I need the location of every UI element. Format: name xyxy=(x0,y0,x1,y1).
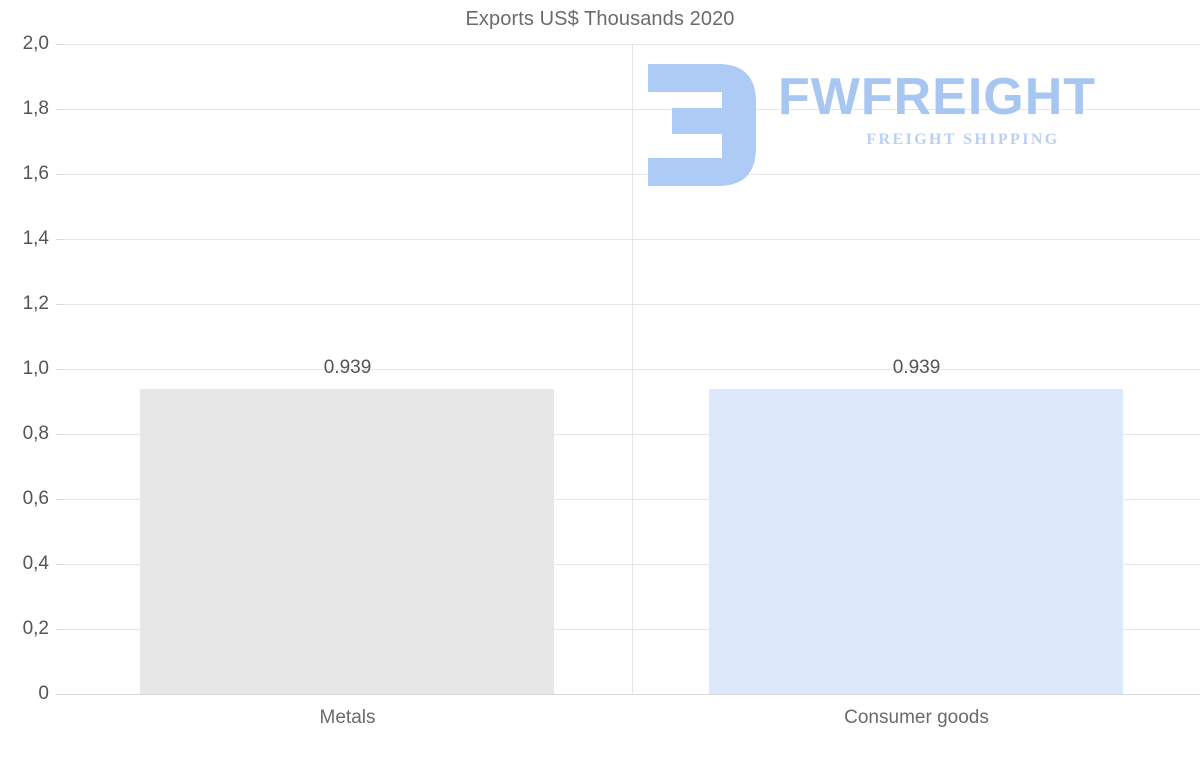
y-axis-tick-label: 1,4 xyxy=(22,228,49,249)
y-axis-tick-label: 1,8 xyxy=(22,98,49,119)
gridline-horizontal xyxy=(63,109,1200,110)
y-axis-tick-label: 0,2 xyxy=(22,618,49,639)
gridline-vertical xyxy=(632,44,633,695)
y-axis-tick-mark xyxy=(56,369,63,370)
y-axis-tick-label: 2,0 xyxy=(22,33,49,54)
gridline-horizontal xyxy=(63,499,1200,500)
y-axis-tick-label: 1,2 xyxy=(22,293,49,314)
y-axis-tick-mark xyxy=(56,44,63,45)
y-axis-tick-mark xyxy=(56,239,63,240)
y-axis-tick-label: 0,6 xyxy=(22,488,49,509)
bar-value-label: 0.939 xyxy=(892,356,941,378)
y-axis-tick-label: 1,0 xyxy=(22,358,49,379)
y-axis-tick-label: 0 xyxy=(38,683,49,704)
gridline-horizontal xyxy=(63,304,1200,305)
gridline-horizontal xyxy=(63,174,1200,175)
y-axis-tick-mark xyxy=(56,174,63,175)
plot-area: 0.939 0.939 xyxy=(0,44,1200,695)
gridline-horizontal xyxy=(63,44,1200,45)
y-axis-tick-mark xyxy=(56,304,63,305)
y-axis-tick-mark xyxy=(56,499,63,500)
x-axis-tick-label: Metals xyxy=(319,707,376,728)
y-axis-tick-mark xyxy=(56,564,63,565)
chart-title: Exports US$ Thousands 2020 xyxy=(465,8,735,30)
y-axis-tick-label: 0,8 xyxy=(22,423,49,444)
y-axis-tick-mark xyxy=(56,109,63,110)
y-axis-tick-label: 1,6 xyxy=(22,163,49,184)
gridline-horizontal xyxy=(63,239,1200,240)
gridline-horizontal xyxy=(63,694,1200,695)
x-axis-tick-label: Consumer goods xyxy=(844,707,989,728)
y-axis-tick-mark xyxy=(56,629,63,630)
gridline-horizontal xyxy=(63,629,1200,630)
gridline-horizontal xyxy=(63,434,1200,435)
gridline-horizontal xyxy=(63,369,1200,370)
y-axis-tick-label: 0,4 xyxy=(22,553,49,574)
bar[interactable] xyxy=(140,389,554,694)
y-axis-tick-mark xyxy=(56,434,63,435)
gridline-horizontal xyxy=(63,564,1200,565)
y-axis-tick-mark xyxy=(56,694,63,695)
bar[interactable] xyxy=(709,389,1123,694)
bar-value-label: 0.939 xyxy=(323,356,372,378)
